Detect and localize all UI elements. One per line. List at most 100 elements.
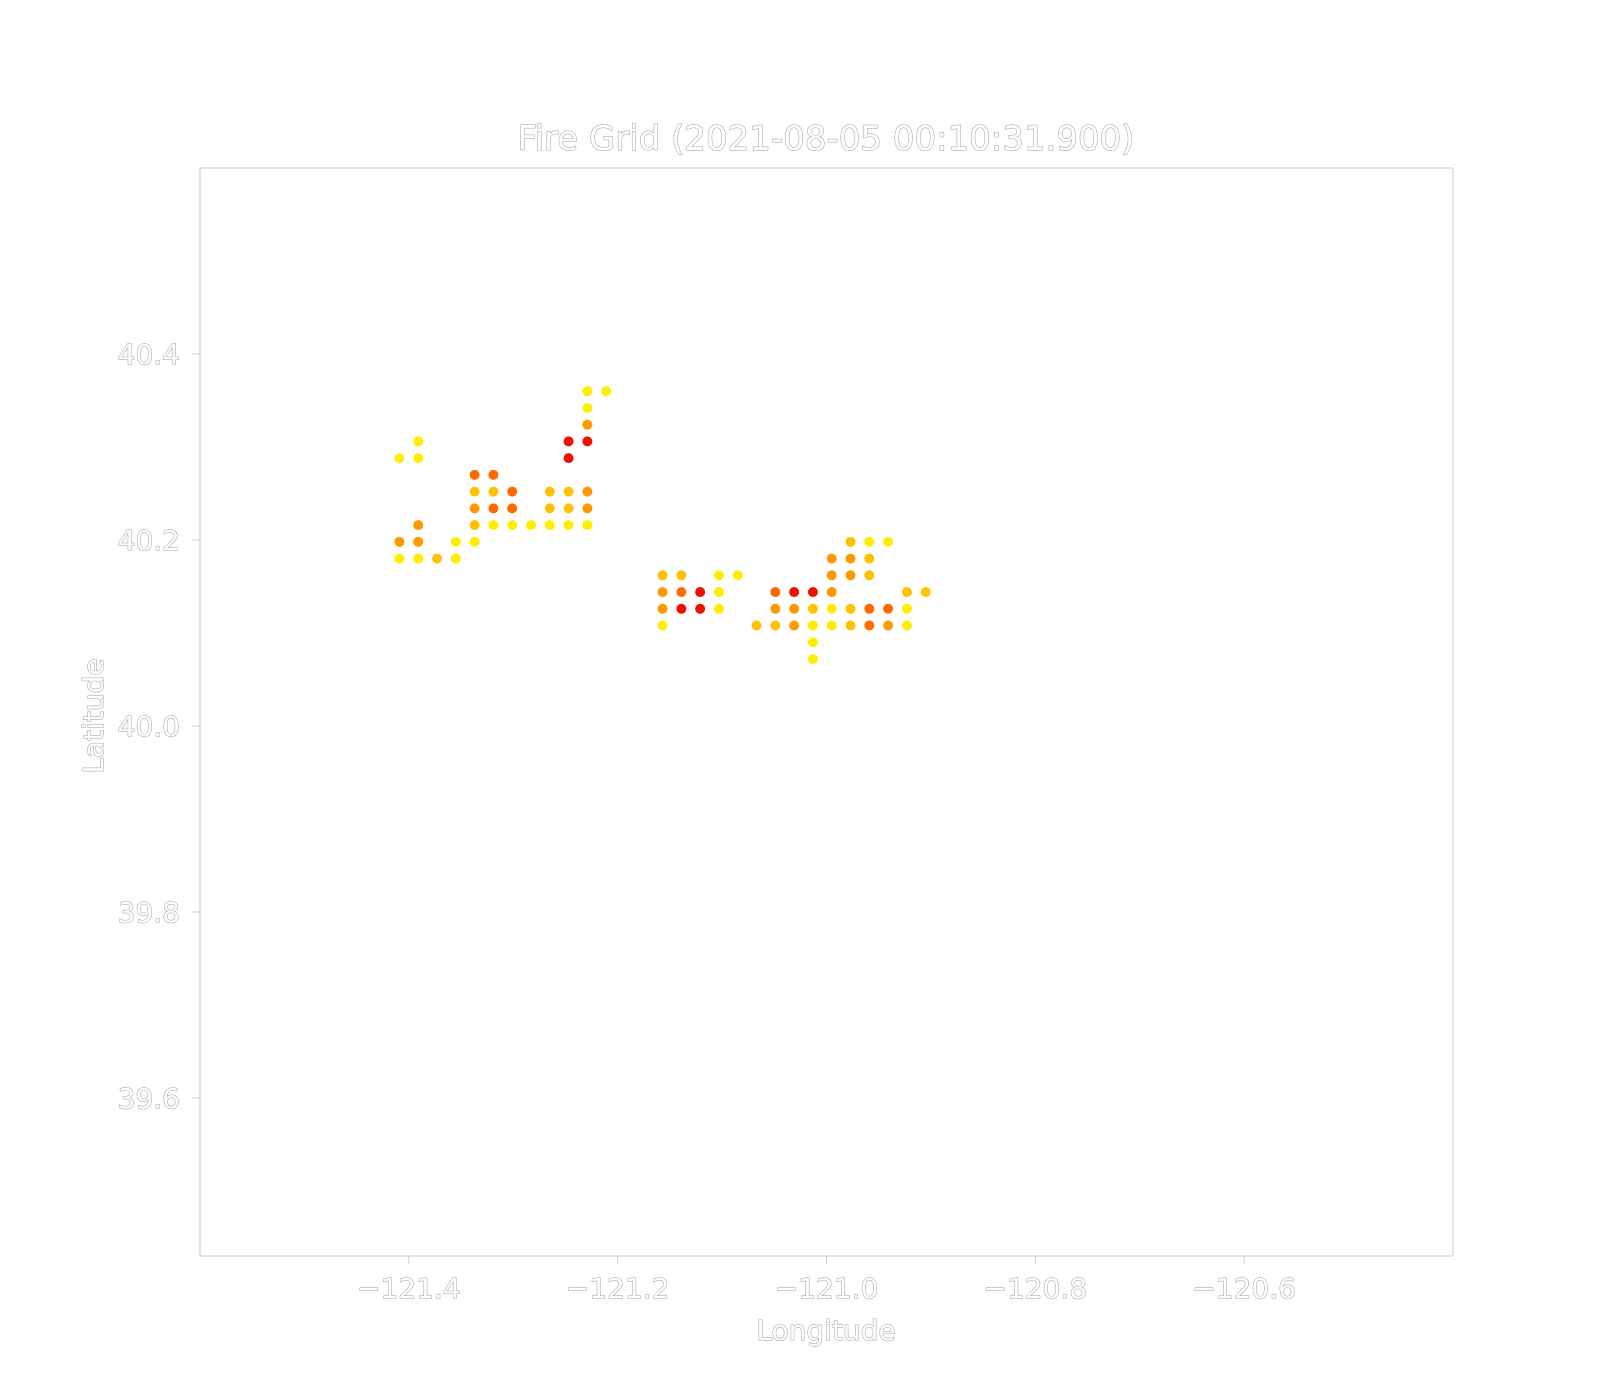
fire-grid-point (864, 603, 875, 614)
fire-grid-point (544, 503, 555, 514)
fire-grid-point (544, 486, 555, 497)
fire-grid-point (864, 536, 875, 547)
fire-grid-point (507, 486, 518, 497)
fire-grid-point (901, 587, 912, 598)
fire-grid-point (601, 386, 612, 397)
fire-grid-point (807, 637, 818, 648)
plot-area (199, 167, 1454, 1257)
fire-grid-point (469, 469, 480, 480)
fire-grid-point (751, 620, 762, 631)
fire-grid-point (657, 620, 668, 631)
fire-grid-point (807, 620, 818, 631)
fire-grid-point (713, 570, 724, 581)
fire-grid-point (845, 570, 856, 581)
fire-grid-point (826, 603, 837, 614)
fire-grid-point (413, 453, 424, 464)
fire-grid-point (563, 503, 574, 514)
fire-grid-point (507, 503, 518, 514)
fire-grid-point (563, 520, 574, 531)
fire-grid-point (507, 520, 518, 531)
fire-grid-point (394, 453, 405, 464)
fire-grid-point (413, 520, 424, 531)
fire-grid-point (920, 587, 931, 598)
fire-grid-point (582, 402, 593, 413)
y-axis-label: Latitude (77, 658, 110, 773)
x-axis-label: Longitude (756, 1314, 895, 1347)
fire-grid-point (883, 603, 894, 614)
fire-grid-point (544, 520, 555, 531)
fire-grid-point (413, 436, 424, 447)
fire-grid-point (657, 603, 668, 614)
fire-grid-point (807, 587, 818, 598)
fire-grid-point (432, 553, 443, 564)
fire-grid-point (413, 536, 424, 547)
fire-grid-point (901, 620, 912, 631)
fire-grid-point (770, 620, 781, 631)
x-tick-label: −121.0 (775, 1272, 879, 1305)
fire-grid-point (488, 503, 499, 514)
x-tick-label: −120.6 (1192, 1272, 1296, 1305)
fire-grid-point (901, 603, 912, 614)
fire-grid-point (488, 520, 499, 531)
x-tick-label: −120.8 (984, 1272, 1088, 1305)
fire-grid-point (845, 536, 856, 547)
fire-grid-point (864, 570, 875, 581)
fire-grid-point (826, 553, 837, 564)
fire-grid-point (526, 520, 537, 531)
fire-grid-point (563, 453, 574, 464)
y-tick-label: 40.0 (118, 710, 180, 743)
fire-grid-point (450, 553, 461, 564)
fire-grid-point (770, 587, 781, 598)
fire-grid-point (789, 620, 800, 631)
fire-grid-point (488, 469, 499, 480)
fire-grid-point (789, 587, 800, 598)
fire-grid-point (582, 503, 593, 514)
fire-grid-point (695, 603, 706, 614)
fire-grid-point (563, 436, 574, 447)
fire-grid-point (469, 503, 480, 514)
x-tick-label: −121.4 (357, 1272, 461, 1305)
fire-grid-point (807, 603, 818, 614)
y-tick-label: 39.8 (118, 896, 180, 929)
fire-grid-point (676, 587, 687, 598)
fire-grid-point (864, 553, 875, 564)
chart-title: Fire Grid (2021-08-05 00:10:31.900) (518, 119, 1135, 159)
fire-grid-point (394, 553, 405, 564)
fire-grid-point (826, 620, 837, 631)
fire-grid-point (582, 436, 593, 447)
fire-grid-point (657, 587, 668, 598)
fire-grid-point (713, 587, 724, 598)
fire-grid-point (469, 536, 480, 547)
fire-grid-point (582, 520, 593, 531)
y-axis-ticks: 39.6 39.8 40.0 40.2 40.4 (117, 337, 200, 1115)
fire-grid-point (826, 570, 837, 581)
x-tick-label: −121.2 (566, 1272, 670, 1305)
fire-grid-point (394, 536, 405, 547)
fire-grid-point (488, 486, 499, 497)
fire-grid-point (807, 653, 818, 664)
fire-grid-points (394, 386, 931, 664)
fire-grid-point (676, 570, 687, 581)
y-tick-label: 39.6 (118, 1082, 180, 1115)
y-tick-label: 40.2 (118, 524, 180, 557)
fire-grid-point (845, 620, 856, 631)
fire-grid-point (413, 553, 424, 564)
fire-grid-point (732, 570, 743, 581)
fire-grid-point (450, 536, 461, 547)
fire-grid-point (563, 486, 574, 497)
fire-grid-point (582, 386, 593, 397)
fire-grid-point (826, 587, 837, 598)
fire-grid-point (845, 553, 856, 564)
fire-grid-point (883, 620, 894, 631)
fire-grid-point (676, 603, 687, 614)
fire-grid-point (845, 603, 856, 614)
fire-grid-point (657, 570, 668, 581)
fire-grid-point (469, 486, 480, 497)
fire-grid-point (695, 587, 706, 598)
fire-grid-point (469, 520, 480, 531)
fire-grid-point (864, 620, 875, 631)
y-tick-label: 40.4 (118, 338, 180, 371)
fire-grid-point (770, 603, 781, 614)
fire-grid-point (789, 603, 800, 614)
